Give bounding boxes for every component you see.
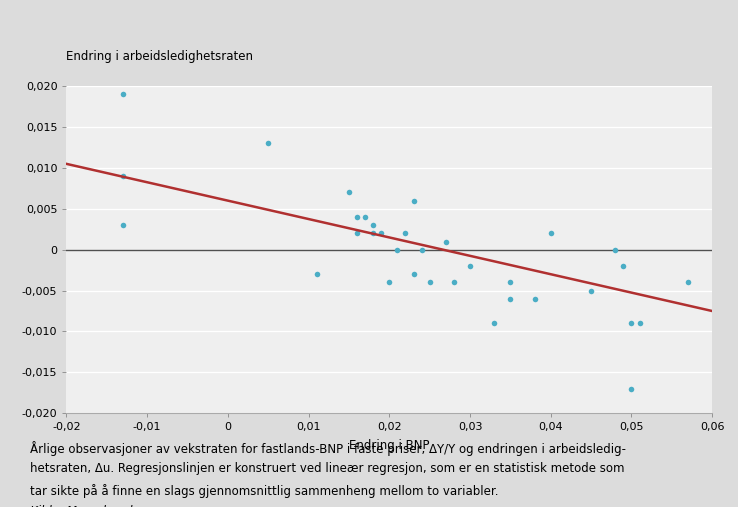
Point <box>489 319 500 328</box>
Point <box>384 278 396 286</box>
Point <box>376 229 387 237</box>
Point <box>682 278 694 286</box>
Point <box>117 172 129 180</box>
Point <box>415 245 427 254</box>
Point <box>343 189 355 197</box>
Point <box>464 262 476 270</box>
Text: tar sikte på å finne en slags gjennomsnittlig sammenheng mellom to variabler.: tar sikte på å finne en slags gjennomsni… <box>30 484 498 498</box>
Point <box>610 245 621 254</box>
Text: Årlige observasjoner av vekstraten for fastlands-BNP i faste priser, ΔY/Y og end: Årlige observasjoner av vekstraten for f… <box>30 441 626 456</box>
Point <box>262 139 274 148</box>
Point <box>634 319 646 328</box>
Point <box>626 385 638 393</box>
Point <box>407 197 419 205</box>
Point <box>424 278 435 286</box>
Point <box>505 278 517 286</box>
Point <box>351 229 363 237</box>
Point <box>368 229 379 237</box>
X-axis label: Endring i BNP: Endring i BNP <box>349 439 430 452</box>
Point <box>368 221 379 229</box>
Point <box>505 295 517 303</box>
Point <box>359 213 371 221</box>
Text: Kilde: Macrobond: Kilde: Macrobond <box>30 505 132 507</box>
Point <box>545 229 556 237</box>
Point <box>391 245 403 254</box>
Point <box>351 213 363 221</box>
Point <box>585 286 597 295</box>
Point <box>117 221 129 229</box>
Point <box>117 90 129 98</box>
Point <box>311 270 323 278</box>
Text: Endring i arbeidsledighetsraten: Endring i arbeidsledighetsraten <box>66 50 253 63</box>
Point <box>626 319 638 328</box>
Point <box>528 295 540 303</box>
Text: hetsraten, Δu. Regresjonslinjen er konstruert ved lineær regresjon, som er en st: hetsraten, Δu. Regresjonslinjen er konst… <box>30 462 624 476</box>
Point <box>407 270 419 278</box>
Point <box>399 229 411 237</box>
Point <box>618 262 630 270</box>
Point <box>440 237 452 245</box>
Point <box>448 278 460 286</box>
